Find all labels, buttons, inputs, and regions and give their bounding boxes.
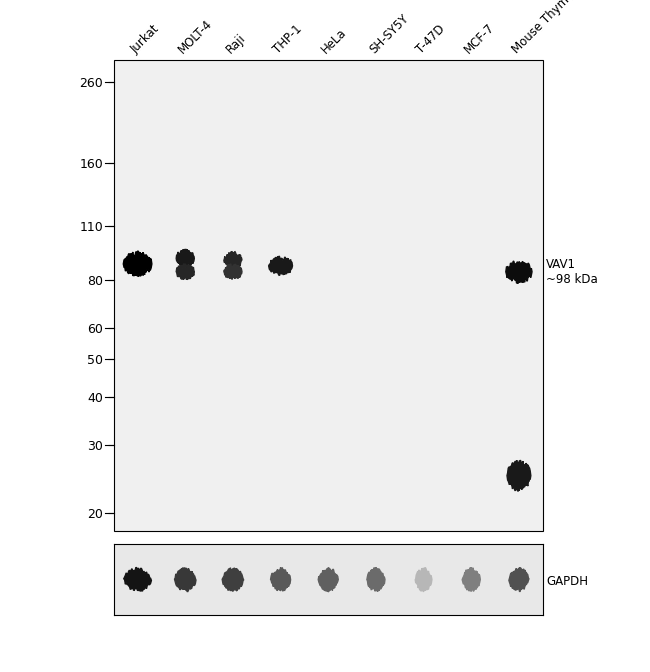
Text: MOLT-4: MOLT-4: [176, 17, 215, 56]
Polygon shape: [124, 251, 152, 276]
Polygon shape: [507, 460, 531, 491]
Polygon shape: [174, 568, 196, 591]
Polygon shape: [224, 251, 242, 268]
Polygon shape: [415, 568, 432, 592]
Polygon shape: [318, 568, 338, 592]
Text: GAPDH: GAPDH: [546, 575, 588, 588]
Polygon shape: [224, 264, 242, 280]
Polygon shape: [268, 256, 292, 276]
Polygon shape: [506, 261, 532, 284]
Polygon shape: [176, 263, 194, 280]
Polygon shape: [367, 567, 385, 591]
Polygon shape: [222, 568, 244, 591]
Polygon shape: [270, 567, 291, 591]
Text: MCF-7: MCF-7: [462, 21, 497, 56]
Polygon shape: [462, 567, 480, 591]
Polygon shape: [509, 567, 529, 591]
Text: Jurkat: Jurkat: [129, 22, 162, 56]
Text: THP-1: THP-1: [272, 22, 305, 56]
Text: HeLa: HeLa: [319, 26, 349, 56]
Text: VAV1
~98 kDa: VAV1 ~98 kDa: [546, 258, 598, 286]
Text: T-47D: T-47D: [415, 22, 448, 56]
Polygon shape: [124, 567, 151, 591]
Polygon shape: [176, 249, 194, 267]
Text: Raji: Raji: [224, 31, 248, 56]
Text: SH-SY5Y: SH-SY5Y: [367, 11, 411, 56]
Text: Mouse Thymus: Mouse Thymus: [510, 0, 582, 56]
